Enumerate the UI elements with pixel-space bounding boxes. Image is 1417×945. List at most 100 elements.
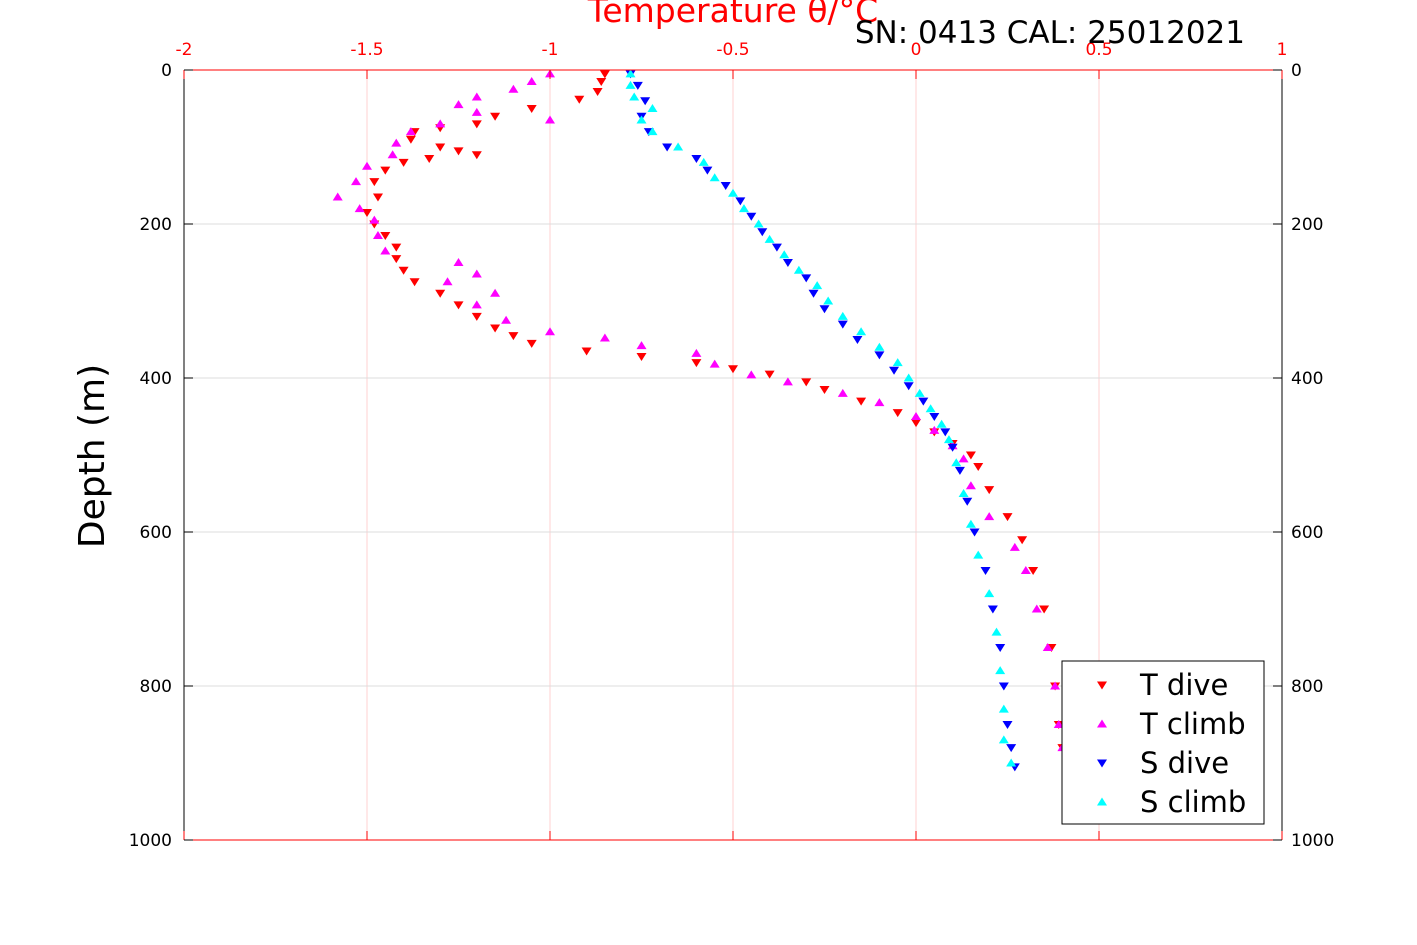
data-point <box>995 666 1006 675</box>
data-point <box>1053 720 1064 728</box>
data-point <box>508 84 519 93</box>
y-tick-label-left: 400 <box>140 369 172 389</box>
data-point <box>636 352 647 361</box>
data-point <box>691 348 702 357</box>
legend-label: S dive <box>1140 746 1229 780</box>
data-point <box>998 682 1009 691</box>
data-point <box>969 528 980 537</box>
data-point <box>632 81 643 90</box>
data-point <box>545 115 555 124</box>
data-point <box>984 486 995 495</box>
data-point <box>929 413 940 421</box>
data-point <box>490 112 501 121</box>
data-point <box>471 107 482 116</box>
data-point <box>596 78 607 87</box>
data-point <box>471 312 482 321</box>
legend-label: S climb <box>1140 785 1246 819</box>
data-point <box>746 370 757 379</box>
serial-calibration-annotation: SN: 0413 CAL: 25012021 <box>855 15 1245 51</box>
x-tick-label: -0.5 <box>716 40 749 60</box>
data-point <box>1002 721 1013 729</box>
data-point <box>837 311 848 320</box>
data-point <box>508 332 519 341</box>
y-tick-label-right: 0 <box>1291 61 1302 81</box>
data-point <box>691 155 702 164</box>
data-point <box>962 497 973 506</box>
y-tick-label-right: 600 <box>1291 523 1323 543</box>
data-point <box>387 150 398 159</box>
data-point <box>764 370 775 379</box>
data-point <box>812 281 823 290</box>
data-point <box>592 88 603 97</box>
data-point <box>771 243 782 252</box>
data-point <box>965 451 976 460</box>
data-point <box>526 77 537 86</box>
data-point <box>837 388 848 397</box>
data-point <box>892 358 903 367</box>
data-point <box>501 315 512 324</box>
data-point <box>998 704 1009 713</box>
data-point <box>698 157 709 166</box>
data-point <box>636 115 647 124</box>
data-point <box>1050 681 1061 690</box>
data-point <box>1042 643 1053 651</box>
data-point <box>629 92 640 101</box>
data-point <box>354 204 365 213</box>
data-point <box>940 428 951 437</box>
data-point <box>965 519 976 528</box>
legend-marker <box>1097 759 1107 768</box>
data-point <box>1028 567 1039 575</box>
data-point <box>991 627 1002 636</box>
data-point <box>929 425 940 434</box>
x-tick-label: -1 <box>542 40 559 60</box>
data-point <box>380 246 391 255</box>
data-point <box>647 104 658 112</box>
data-point <box>471 269 482 278</box>
data-point <box>409 278 420 287</box>
y-tick-label-left: 200 <box>140 215 172 235</box>
y-tick-label-left: 800 <box>140 677 172 697</box>
data-point <box>973 550 984 559</box>
data-point <box>995 644 1006 652</box>
data-point <box>581 347 592 356</box>
data-point <box>625 69 636 78</box>
data-point <box>782 377 793 386</box>
data-point <box>362 161 372 170</box>
data-point <box>662 143 673 152</box>
data-point <box>728 188 738 197</box>
data-point <box>424 155 435 164</box>
data-point <box>958 489 969 497</box>
data-point <box>958 454 969 463</box>
data-point <box>1009 542 1020 551</box>
x-tick-label: -1.5 <box>350 40 383 60</box>
data-point <box>1006 744 1017 753</box>
data-point <box>709 173 720 182</box>
data-point <box>636 341 647 350</box>
data-point <box>453 100 464 109</box>
data-point <box>1002 513 1013 522</box>
data-point <box>965 481 976 490</box>
data-point <box>471 92 482 101</box>
data-point <box>856 397 867 406</box>
data-point <box>625 80 636 89</box>
series-layer <box>332 69 1068 772</box>
data-point <box>453 301 464 310</box>
data-point <box>380 232 391 241</box>
data-point <box>911 419 921 428</box>
data-point <box>1020 566 1031 574</box>
data-point <box>998 735 1009 744</box>
x-tick-label: 1 <box>1277 40 1288 60</box>
data-point <box>391 138 402 147</box>
data-point <box>398 158 409 167</box>
data-point <box>435 119 446 128</box>
legend-marker <box>1097 797 1107 806</box>
y-tick-label-right: 200 <box>1291 215 1323 235</box>
data-point <box>471 300 482 309</box>
legend-box <box>1061 660 1265 825</box>
data-point <box>391 243 402 252</box>
x-tick-label: 0.5 <box>1085 40 1112 60</box>
data-point <box>728 365 738 374</box>
data-point <box>369 178 380 187</box>
data-point <box>1006 758 1017 767</box>
